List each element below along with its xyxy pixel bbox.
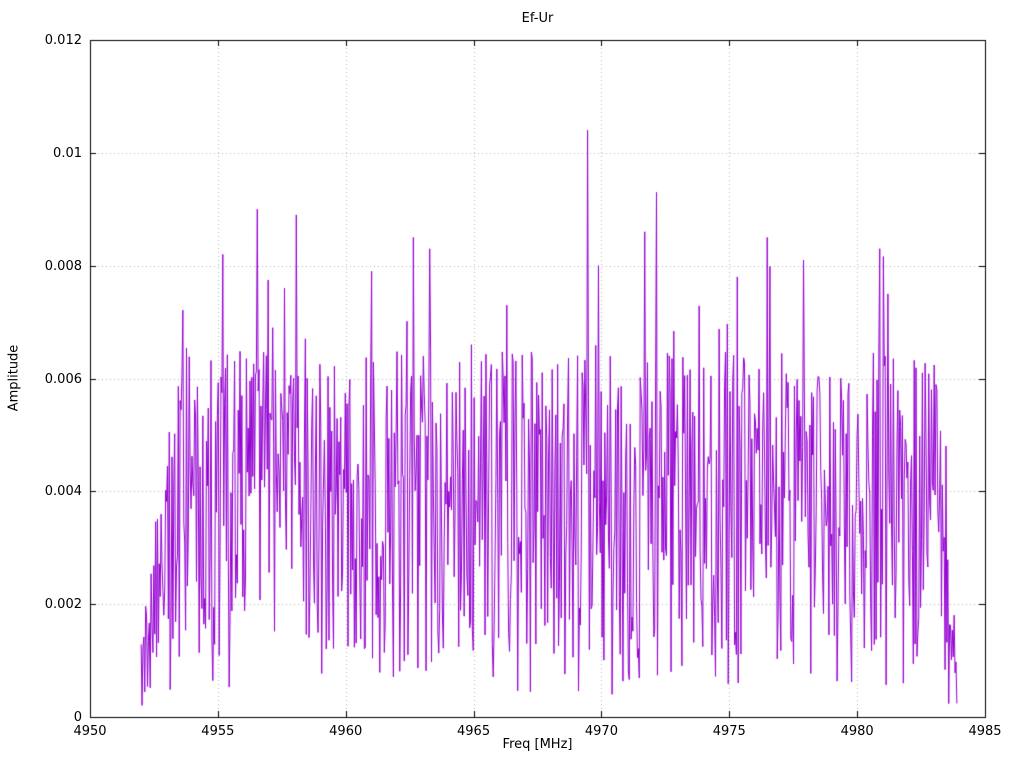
x-tick-label: 4960 — [329, 724, 363, 739]
y-tick-label: 0.008 — [44, 258, 82, 274]
x-tick-label: 4980 — [840, 724, 874, 739]
y-axis-label: Amplitude — [6, 344, 22, 412]
x-tick-label: 4985 — [968, 724, 1002, 739]
x-tick-label: 4955 — [201, 724, 235, 739]
x-tick-label: 4970 — [584, 724, 618, 739]
y-tick-label: 0.004 — [44, 484, 82, 500]
y-tick-label: 0 — [73, 710, 82, 725]
x-tick-label: 4950 — [73, 724, 107, 739]
y-tick-label: 0.006 — [44, 371, 82, 387]
y-tick-label: 0.012 — [44, 33, 82, 48]
y-tick-label: 0.002 — [44, 597, 82, 613]
x-tick-label: 4975 — [712, 724, 746, 739]
x-tick-label: 4965 — [457, 724, 491, 739]
chart-title: Ef-Ur — [521, 11, 554, 26]
x-axis-label: Freq [MHz] — [502, 737, 573, 752]
y-tick-label: 0.01 — [53, 145, 82, 161]
